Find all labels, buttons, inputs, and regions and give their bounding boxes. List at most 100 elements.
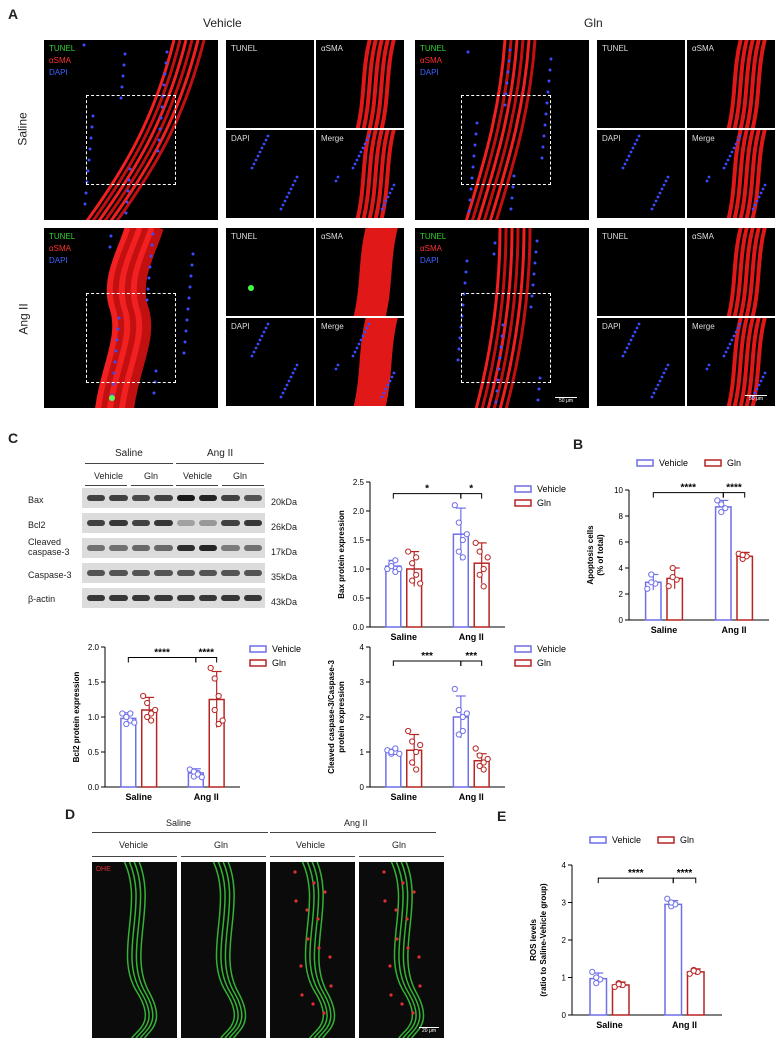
data-point bbox=[396, 565, 403, 573]
wb-strip-3 bbox=[82, 563, 265, 583]
wb-strip-1 bbox=[82, 513, 265, 533]
dhe-image-1: DHE bbox=[92, 862, 177, 1038]
wb-label-cleaved-caspase3: Cleaved caspase-3 bbox=[28, 537, 70, 557]
tile-label-dapi: DAPI bbox=[231, 134, 250, 143]
data-point bbox=[455, 706, 462, 714]
wb-band-1-0 bbox=[87, 520, 106, 526]
wb-band-0-3 bbox=[154, 495, 173, 501]
wb-sub-vehicle-1: Vehicle bbox=[94, 471, 124, 481]
cleaved-caspase3-chart: 0 1 2 3 4 Cleaved caspase-3/Caspase-3 protein … bbox=[327, 643, 566, 802]
y-tick-label: 10 bbox=[614, 486, 623, 495]
wb-band-4-6 bbox=[221, 595, 240, 601]
data-point bbox=[593, 974, 600, 981]
wb-band-3-2 bbox=[131, 570, 151, 576]
dhe-image-3 bbox=[270, 862, 355, 1038]
dhe-sub-line-3 bbox=[270, 856, 355, 857]
data-point bbox=[476, 752, 483, 759]
y-axis-label: Cleaved caspase-3/Caspase-3 bbox=[327, 660, 336, 774]
data-point bbox=[459, 554, 466, 561]
legend-label-vehicle: Vehicle bbox=[537, 484, 566, 494]
x-tick-label: Ang II bbox=[672, 1020, 697, 1030]
x-tick-label: Saline bbox=[125, 792, 152, 802]
micro-large-saline-gln: TUNEL αSMA DAPI bbox=[415, 40, 589, 220]
significance-label: * bbox=[469, 484, 473, 495]
micro-tile-merge-saline-gln: Merge bbox=[687, 130, 775, 218]
data-point bbox=[472, 539, 479, 547]
data-point bbox=[665, 583, 672, 590]
tile-label-merge: Merge bbox=[321, 322, 344, 331]
tile-label-merge: Merge bbox=[692, 322, 715, 331]
stain-label-tunel: TUNEL bbox=[49, 232, 76, 241]
micro-tile-merge-angii-gln: Merge 50 μm bbox=[687, 318, 775, 406]
y-tick-label: 1 bbox=[562, 974, 567, 983]
data-point bbox=[409, 577, 416, 584]
y-tick-label: 0.0 bbox=[88, 783, 100, 792]
data-point bbox=[219, 717, 226, 724]
data-point bbox=[148, 710, 155, 717]
wb-label-caspase3: Caspase-3 bbox=[28, 570, 72, 580]
wb-band-4-3 bbox=[154, 595, 173, 601]
panel-a-row-header-saline: Saline bbox=[15, 112, 30, 146]
tile-label-dapi: DAPI bbox=[602, 134, 621, 143]
y-tick-label: 1.5 bbox=[88, 678, 100, 687]
x-tick-label: Ang II bbox=[194, 792, 219, 802]
legend-swatch-gln bbox=[249, 659, 267, 667]
tile-label-dapi: DAPI bbox=[231, 322, 250, 331]
wb-kda-caspase3: 35kDa bbox=[271, 572, 298, 582]
y-tick-label: 6 bbox=[619, 538, 624, 547]
wb-strip-2 bbox=[82, 538, 265, 558]
y-axis-label: protein expression bbox=[337, 681, 346, 753]
wb-strip-0 bbox=[82, 488, 265, 508]
significance-label: **** bbox=[198, 648, 214, 659]
micro-tile-tunel-angii-gln: TUNEL bbox=[597, 228, 685, 316]
wb-group-line-angii bbox=[176, 463, 264, 464]
wb-sub-line-4 bbox=[222, 485, 264, 486]
significance-bracket bbox=[195, 657, 218, 663]
wb-band-1-1 bbox=[109, 520, 128, 526]
data-point bbox=[714, 497, 721, 504]
bar-gln-1 bbox=[686, 971, 705, 1016]
data-point bbox=[476, 548, 483, 555]
y-tick-label: 2.0 bbox=[353, 507, 365, 516]
data-point bbox=[459, 713, 466, 721]
legend-label-gln: Gln bbox=[272, 658, 286, 668]
panel-label-b: B bbox=[573, 436, 584, 452]
tile-label-asma: αSMA bbox=[321, 44, 343, 53]
y-tick-label: 0 bbox=[562, 1011, 567, 1020]
wb-band-0-2 bbox=[131, 495, 151, 501]
y-tick-label: 1 bbox=[360, 748, 365, 757]
micro-tile-merge-saline-vehicle: Merge bbox=[316, 130, 404, 218]
wb-kda-bactin: 43kDa bbox=[271, 597, 298, 607]
significance-label: *** bbox=[465, 651, 477, 662]
panel-label-e: E bbox=[497, 808, 507, 824]
wb-kda-bcl2: 26kDa bbox=[271, 522, 298, 532]
legend-swatch-gln bbox=[657, 836, 675, 844]
bar-vehicle-0 bbox=[385, 751, 402, 788]
significance-bracket bbox=[722, 492, 746, 498]
x-tick-label: Ang II bbox=[459, 792, 484, 802]
data-point bbox=[207, 664, 214, 672]
wb-band-2-6 bbox=[221, 545, 240, 551]
scale-bar: 50 μm bbox=[745, 395, 767, 402]
data-point bbox=[127, 710, 134, 717]
data-point bbox=[392, 745, 399, 752]
wb-band-2-4 bbox=[176, 545, 195, 551]
legend-swatch-vehicle bbox=[514, 645, 532, 653]
tile-label-asma: αSMA bbox=[692, 44, 714, 53]
wb-band-4-0 bbox=[87, 595, 106, 601]
zoom-box-angii-vehicle bbox=[86, 293, 176, 383]
legend-label-gln: Gln bbox=[537, 658, 551, 668]
wb-strip-4 bbox=[82, 588, 265, 608]
bax-expression-chart: 0.0 0.5 1.0 1.5 2.0 2.5 Bax protein expression… bbox=[337, 478, 566, 642]
y-tick-label: 0.5 bbox=[353, 594, 365, 603]
data-point bbox=[409, 759, 416, 766]
wb-band-4-2 bbox=[131, 595, 151, 601]
data-point bbox=[413, 748, 420, 756]
tile-label-asma: αSMA bbox=[692, 232, 714, 241]
dhe-image-4: 20 μm bbox=[359, 862, 444, 1038]
y-tick-label: 4 bbox=[562, 861, 567, 870]
data-point bbox=[413, 571, 420, 578]
data-point bbox=[722, 505, 729, 512]
wb-band-0-7 bbox=[243, 495, 263, 501]
y-tick-label: 0 bbox=[619, 616, 624, 625]
